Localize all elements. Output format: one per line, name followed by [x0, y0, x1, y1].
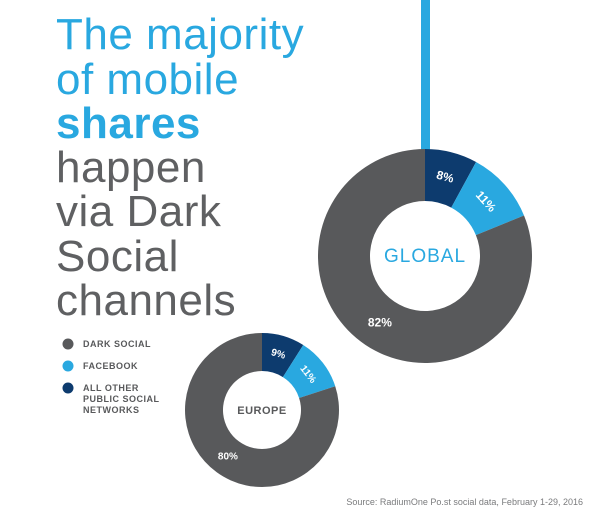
value-label: 8% — [435, 168, 456, 186]
legend-swatch — [62, 382, 74, 394]
headline-line: The majority — [56, 10, 305, 59]
value-label: 82% — [368, 315, 392, 329]
donut-slice — [318, 148, 532, 363]
legend-label: FACEBOOK — [83, 361, 139, 371]
legend-label: ALL OTHER PUBLIC SOCIAL NETWORKS — [83, 383, 160, 415]
legend-swatch — [62, 338, 74, 350]
headline-line: Social — [56, 232, 179, 281]
source-note: Source: RadiumOne Po.st social data, Feb… — [346, 497, 583, 507]
value-label: 9% — [270, 347, 287, 362]
headline-line: via Dark — [56, 187, 222, 236]
donut-center-label: GLOBAL — [384, 246, 466, 267]
headline-line: shares — [56, 99, 201, 148]
headline-line: of mobile — [56, 55, 240, 104]
headline-line: channels — [56, 276, 237, 325]
headline-line: happen — [56, 143, 206, 192]
donut-slice — [451, 161, 525, 236]
donut-slice — [262, 333, 304, 378]
legend-swatch — [62, 360, 74, 372]
donut-slice — [282, 344, 336, 398]
donut-slice — [425, 149, 477, 208]
value-label: 80% — [218, 452, 238, 463]
donut-slice — [184, 333, 339, 488]
donut-center-label: EUROPE — [237, 405, 286, 417]
legend-label: DARK SOCIAL — [83, 339, 151, 349]
accent-bar — [421, 0, 430, 150]
